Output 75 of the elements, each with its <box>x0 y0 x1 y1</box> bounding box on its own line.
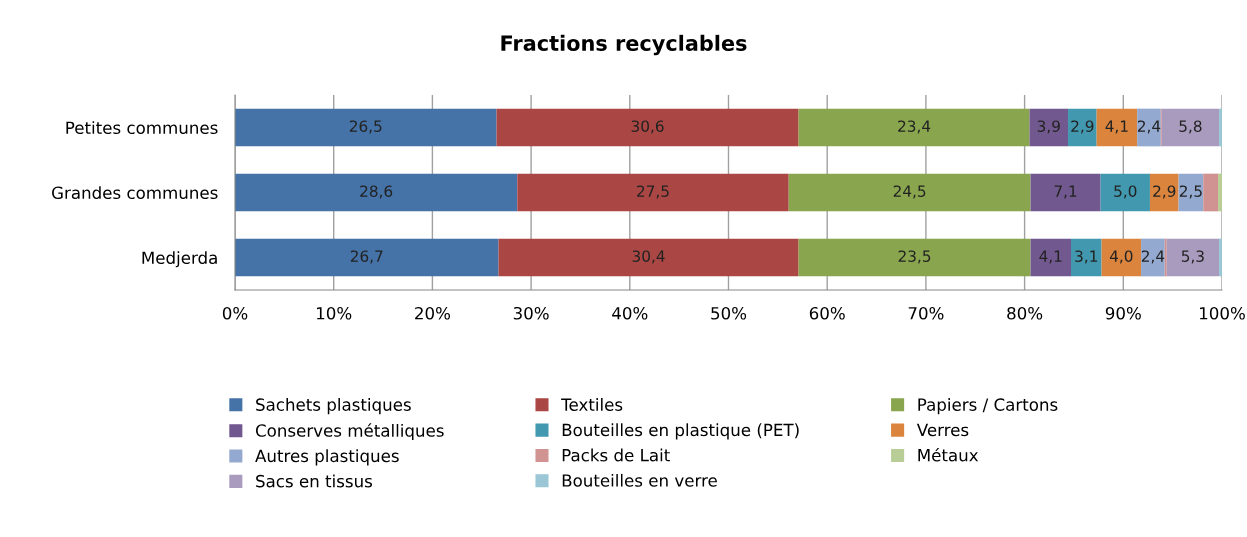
data-label: 23,4 <box>898 120 931 134</box>
x-tick-label: 30% <box>513 306 549 320</box>
bar <box>1203 173 1219 212</box>
y-tick-label: Petites communes <box>66 121 218 135</box>
legend-label: Textiles <box>561 398 623 411</box>
bar <box>1141 238 1165 277</box>
bar <box>235 238 499 277</box>
legend-label: Verres <box>916 423 969 437</box>
bar <box>1101 238 1142 277</box>
bar <box>1100 173 1150 212</box>
bar <box>498 238 799 277</box>
data-label: 2,4 <box>1141 250 1165 264</box>
x-tick-label: 90% <box>1105 306 1141 320</box>
legend-label: Autres plastiques <box>255 449 399 466</box>
bar <box>235 108 497 147</box>
x-tick-label: 0% <box>222 306 248 320</box>
x-tick-label: 20% <box>415 306 450 320</box>
data-label: 2,9 <box>1153 185 1176 199</box>
bar <box>798 108 1030 147</box>
x-tick-label: 60% <box>809 306 845 320</box>
chart-title: Fractions recyclables <box>501 34 747 56</box>
bar <box>517 173 789 212</box>
x-tick-label: 70% <box>908 306 944 320</box>
x-tick-label: 50% <box>711 306 747 320</box>
x-tick-label: 80% <box>1007 306 1043 320</box>
x-tick-label: 40% <box>612 306 648 320</box>
data-label: 4,1 <box>1039 250 1062 264</box>
legend-label: Papiers / Cartons <box>918 398 1058 415</box>
bar <box>798 238 1031 277</box>
bar <box>1149 173 1179 212</box>
legend-label: Sachets plastiques <box>256 398 411 415</box>
legend-label: Bouteilles en plastique (PET) <box>562 423 799 440</box>
data-label: 3,1 <box>1075 250 1098 264</box>
bar <box>1218 173 1222 212</box>
data-label: 5,3 <box>1181 250 1204 264</box>
data-label: 2,9 <box>1071 120 1094 134</box>
bar <box>1030 238 1071 277</box>
bar <box>1096 108 1138 147</box>
data-label: 28,6 <box>360 185 393 199</box>
legend-label: Conserves métalliques <box>255 423 444 441</box>
x-tick-label: 10% <box>317 306 352 320</box>
bar <box>1068 108 1097 147</box>
bar <box>1161 108 1220 147</box>
data-label: 2,4 <box>1137 120 1161 134</box>
bar <box>1137 108 1161 147</box>
data-label: 30,6 <box>631 120 664 134</box>
data-label: 27,5 <box>637 185 669 199</box>
y-tick-label: Grandes communes <box>52 186 218 200</box>
data-label: 4,1 <box>1105 120 1128 134</box>
bar <box>1070 238 1102 277</box>
data-label: 4,0 <box>1109 250 1133 264</box>
x-tick-label: 100% <box>1200 306 1245 320</box>
data-label: 5,8 <box>1179 120 1202 134</box>
bar <box>788 173 1031 212</box>
data-label: 3,9 <box>1037 120 1060 134</box>
legend-label: Bouteilles en verre <box>562 473 717 487</box>
data-label: 23,5 <box>898 250 931 264</box>
bar <box>1029 108 1069 147</box>
data-label: 2,5 <box>1179 185 1202 199</box>
bar <box>1219 108 1222 147</box>
data-label: 30,4 <box>632 250 665 264</box>
bar <box>1166 238 1220 277</box>
bar <box>235 173 518 212</box>
data-label: 5,0 <box>1114 185 1137 199</box>
legend-label: Sacs en tissus <box>256 474 373 488</box>
legend-label: Packs de Lait <box>562 448 670 462</box>
data-label: 26,7 <box>350 250 383 264</box>
bar <box>496 108 799 147</box>
y-tick-label: Medjerda <box>142 251 217 268</box>
bar <box>1219 238 1222 277</box>
legend-label: Métaux <box>918 447 979 462</box>
data-label: 7,1 <box>1054 185 1077 199</box>
bar <box>1030 173 1101 212</box>
data-label: 24,5 <box>893 185 926 199</box>
data-label: 26,5 <box>349 120 382 134</box>
